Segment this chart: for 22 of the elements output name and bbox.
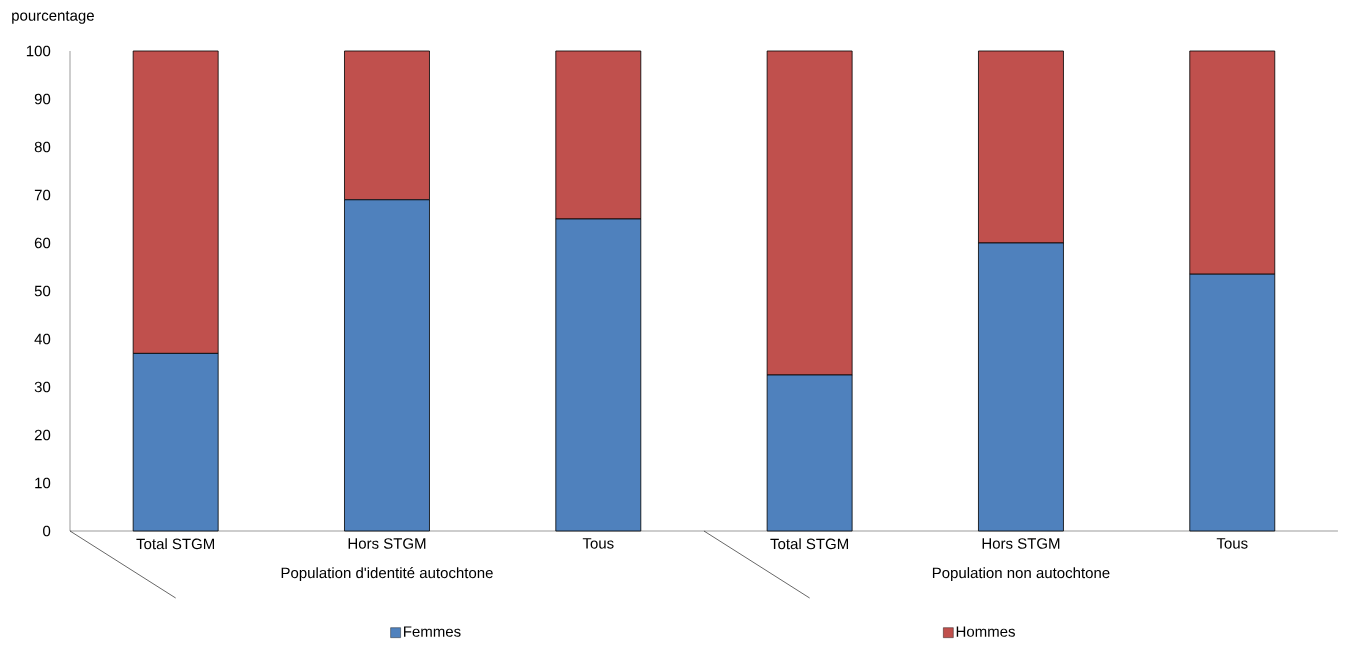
y-tick-label: 90 xyxy=(34,93,51,105)
legend-label: Femmes xyxy=(404,626,461,637)
text: Population non autochtone xyxy=(932,567,1110,582)
x-tick-label: Hors STGM xyxy=(982,538,1060,549)
y-tick-label: 80 xyxy=(34,141,51,153)
legend-label: Hommes xyxy=(956,626,1015,637)
y-tick-label: 60 xyxy=(34,237,51,249)
text: Population d'identité autochtone xyxy=(281,566,493,582)
y-axis-title: pourcentage xyxy=(12,10,94,24)
y-tick-label: 30 xyxy=(34,381,51,393)
y-tick-label: 40 xyxy=(34,333,51,345)
x-tick-label: Hors STGM xyxy=(348,538,426,549)
x-tick-label: Total STGM xyxy=(770,538,848,550)
y-tick-label: 50 xyxy=(34,285,51,297)
y-tick-label: 100 xyxy=(26,45,51,57)
y-tick-label: 20 xyxy=(34,429,51,441)
x-tick-label: Tous xyxy=(582,538,614,549)
y-tick-label: 70 xyxy=(34,189,51,201)
x-tick-label: Total STGM xyxy=(136,538,215,550)
x-tick-label: Tous xyxy=(1216,538,1248,549)
y-tick-label: 10 xyxy=(35,477,51,489)
y-tick-label: 0 xyxy=(43,525,51,537)
